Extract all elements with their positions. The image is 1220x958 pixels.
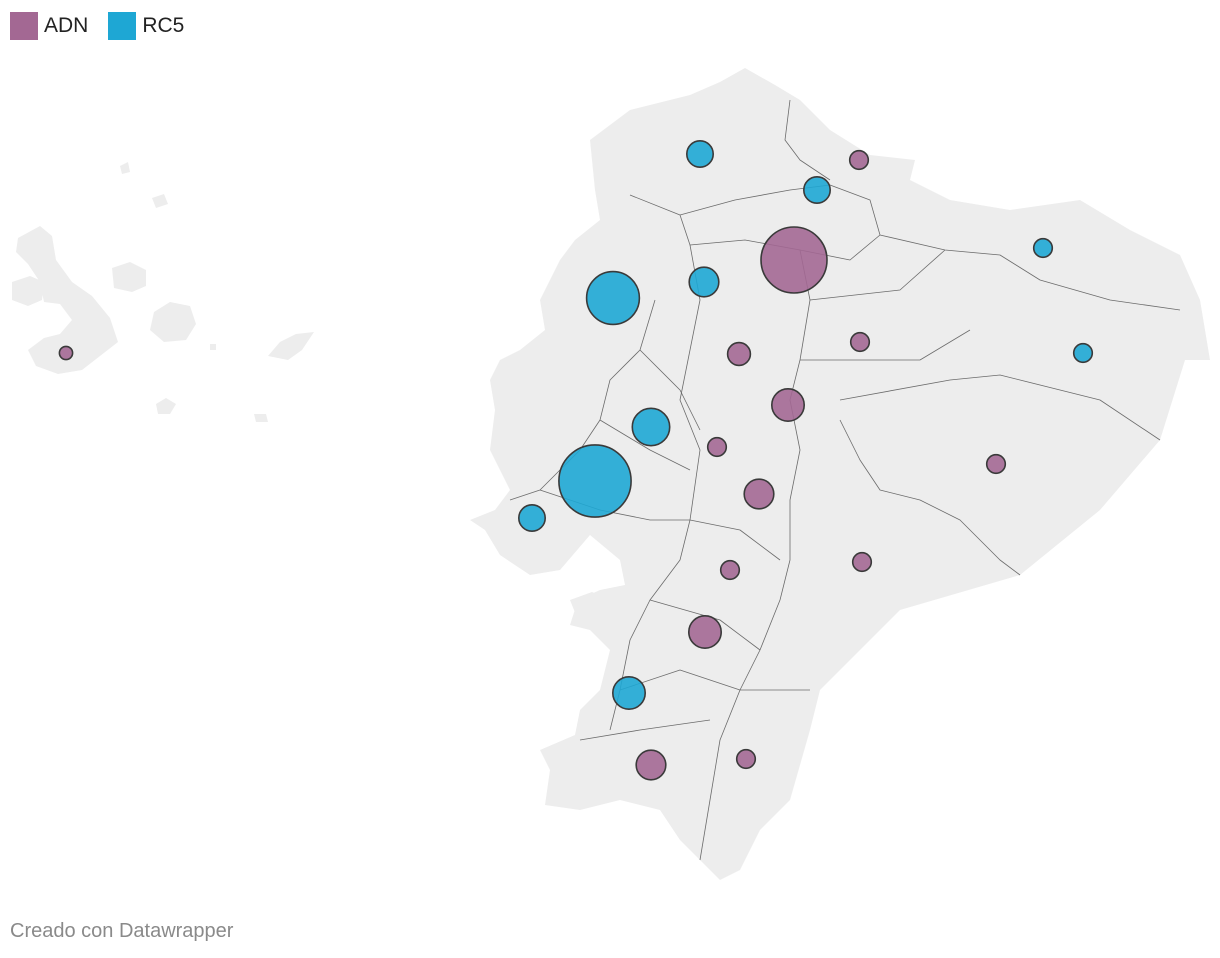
island-santa-cruz — [150, 302, 196, 342]
bubble-rc5[interactable] — [558, 444, 632, 518]
legend: ADN RC5 — [10, 12, 204, 40]
bubble-adn[interactable] — [687, 614, 722, 649]
bubble-adn[interactable] — [760, 226, 828, 294]
bubble-adn[interactable] — [851, 551, 873, 573]
bubble-adn[interactable] — [719, 559, 741, 581]
galapagos-islands — [12, 162, 314, 422]
island-isabela — [16, 226, 118, 374]
island-espanola — [254, 414, 268, 422]
bubble-rc5[interactable] — [802, 176, 831, 205]
legend-swatch-adn — [10, 12, 38, 40]
island-fernandina — [12, 276, 44, 306]
island-pinta — [120, 162, 130, 174]
border-coast-sierra — [509, 299, 656, 501]
legend-item-adn[interactable]: ADN — [10, 12, 88, 40]
bubble-adn[interactable] — [743, 478, 775, 510]
bubble-rc5[interactable] — [1032, 237, 1054, 259]
island-floreana — [156, 398, 176, 414]
legend-item-rc5[interactable]: RC5 — [108, 12, 184, 40]
bubble-adn[interactable] — [58, 345, 74, 361]
island-santa-fe — [210, 344, 216, 350]
bubble-rc5[interactable] — [688, 266, 720, 298]
border-amazon — [800, 249, 1161, 441]
border-north — [629, 184, 1181, 311]
legend-label-adn: ADN — [44, 14, 89, 37]
island-san-cristobal — [268, 332, 314, 360]
bubbles-layer — [58, 140, 1094, 781]
bubble-adn[interactable] — [635, 749, 667, 781]
island-marchena — [152, 194, 168, 208]
bubble-rc5[interactable] — [517, 503, 546, 532]
border-amazon-2 — [839, 419, 1021, 576]
bubble-rc5[interactable] — [685, 140, 714, 169]
bubble-rc5[interactable] — [1072, 342, 1094, 364]
credit: Creado con Datawrapper — [10, 920, 234, 942]
border-south — [579, 519, 810, 741]
province-borders — [509, 99, 1181, 861]
bubble-rc5[interactable] — [631, 407, 671, 447]
bubble-adn[interactable] — [985, 453, 1007, 475]
puna-island — [570, 592, 610, 620]
bubble-adn[interactable] — [735, 748, 757, 770]
legend-label-rc5: RC5 — [142, 14, 185, 37]
bubble-adn[interactable] — [726, 341, 752, 367]
bubble-rc5[interactable] — [585, 270, 641, 326]
bubble-adn[interactable] — [706, 436, 728, 458]
bubble-adn[interactable] — [770, 387, 805, 422]
island-santiago — [112, 262, 146, 292]
bubble-rc5[interactable] — [611, 675, 646, 710]
bubble-adn[interactable] — [848, 149, 870, 171]
bubble-adn[interactable] — [849, 331, 871, 353]
legend-swatch-rc5 — [108, 12, 137, 40]
